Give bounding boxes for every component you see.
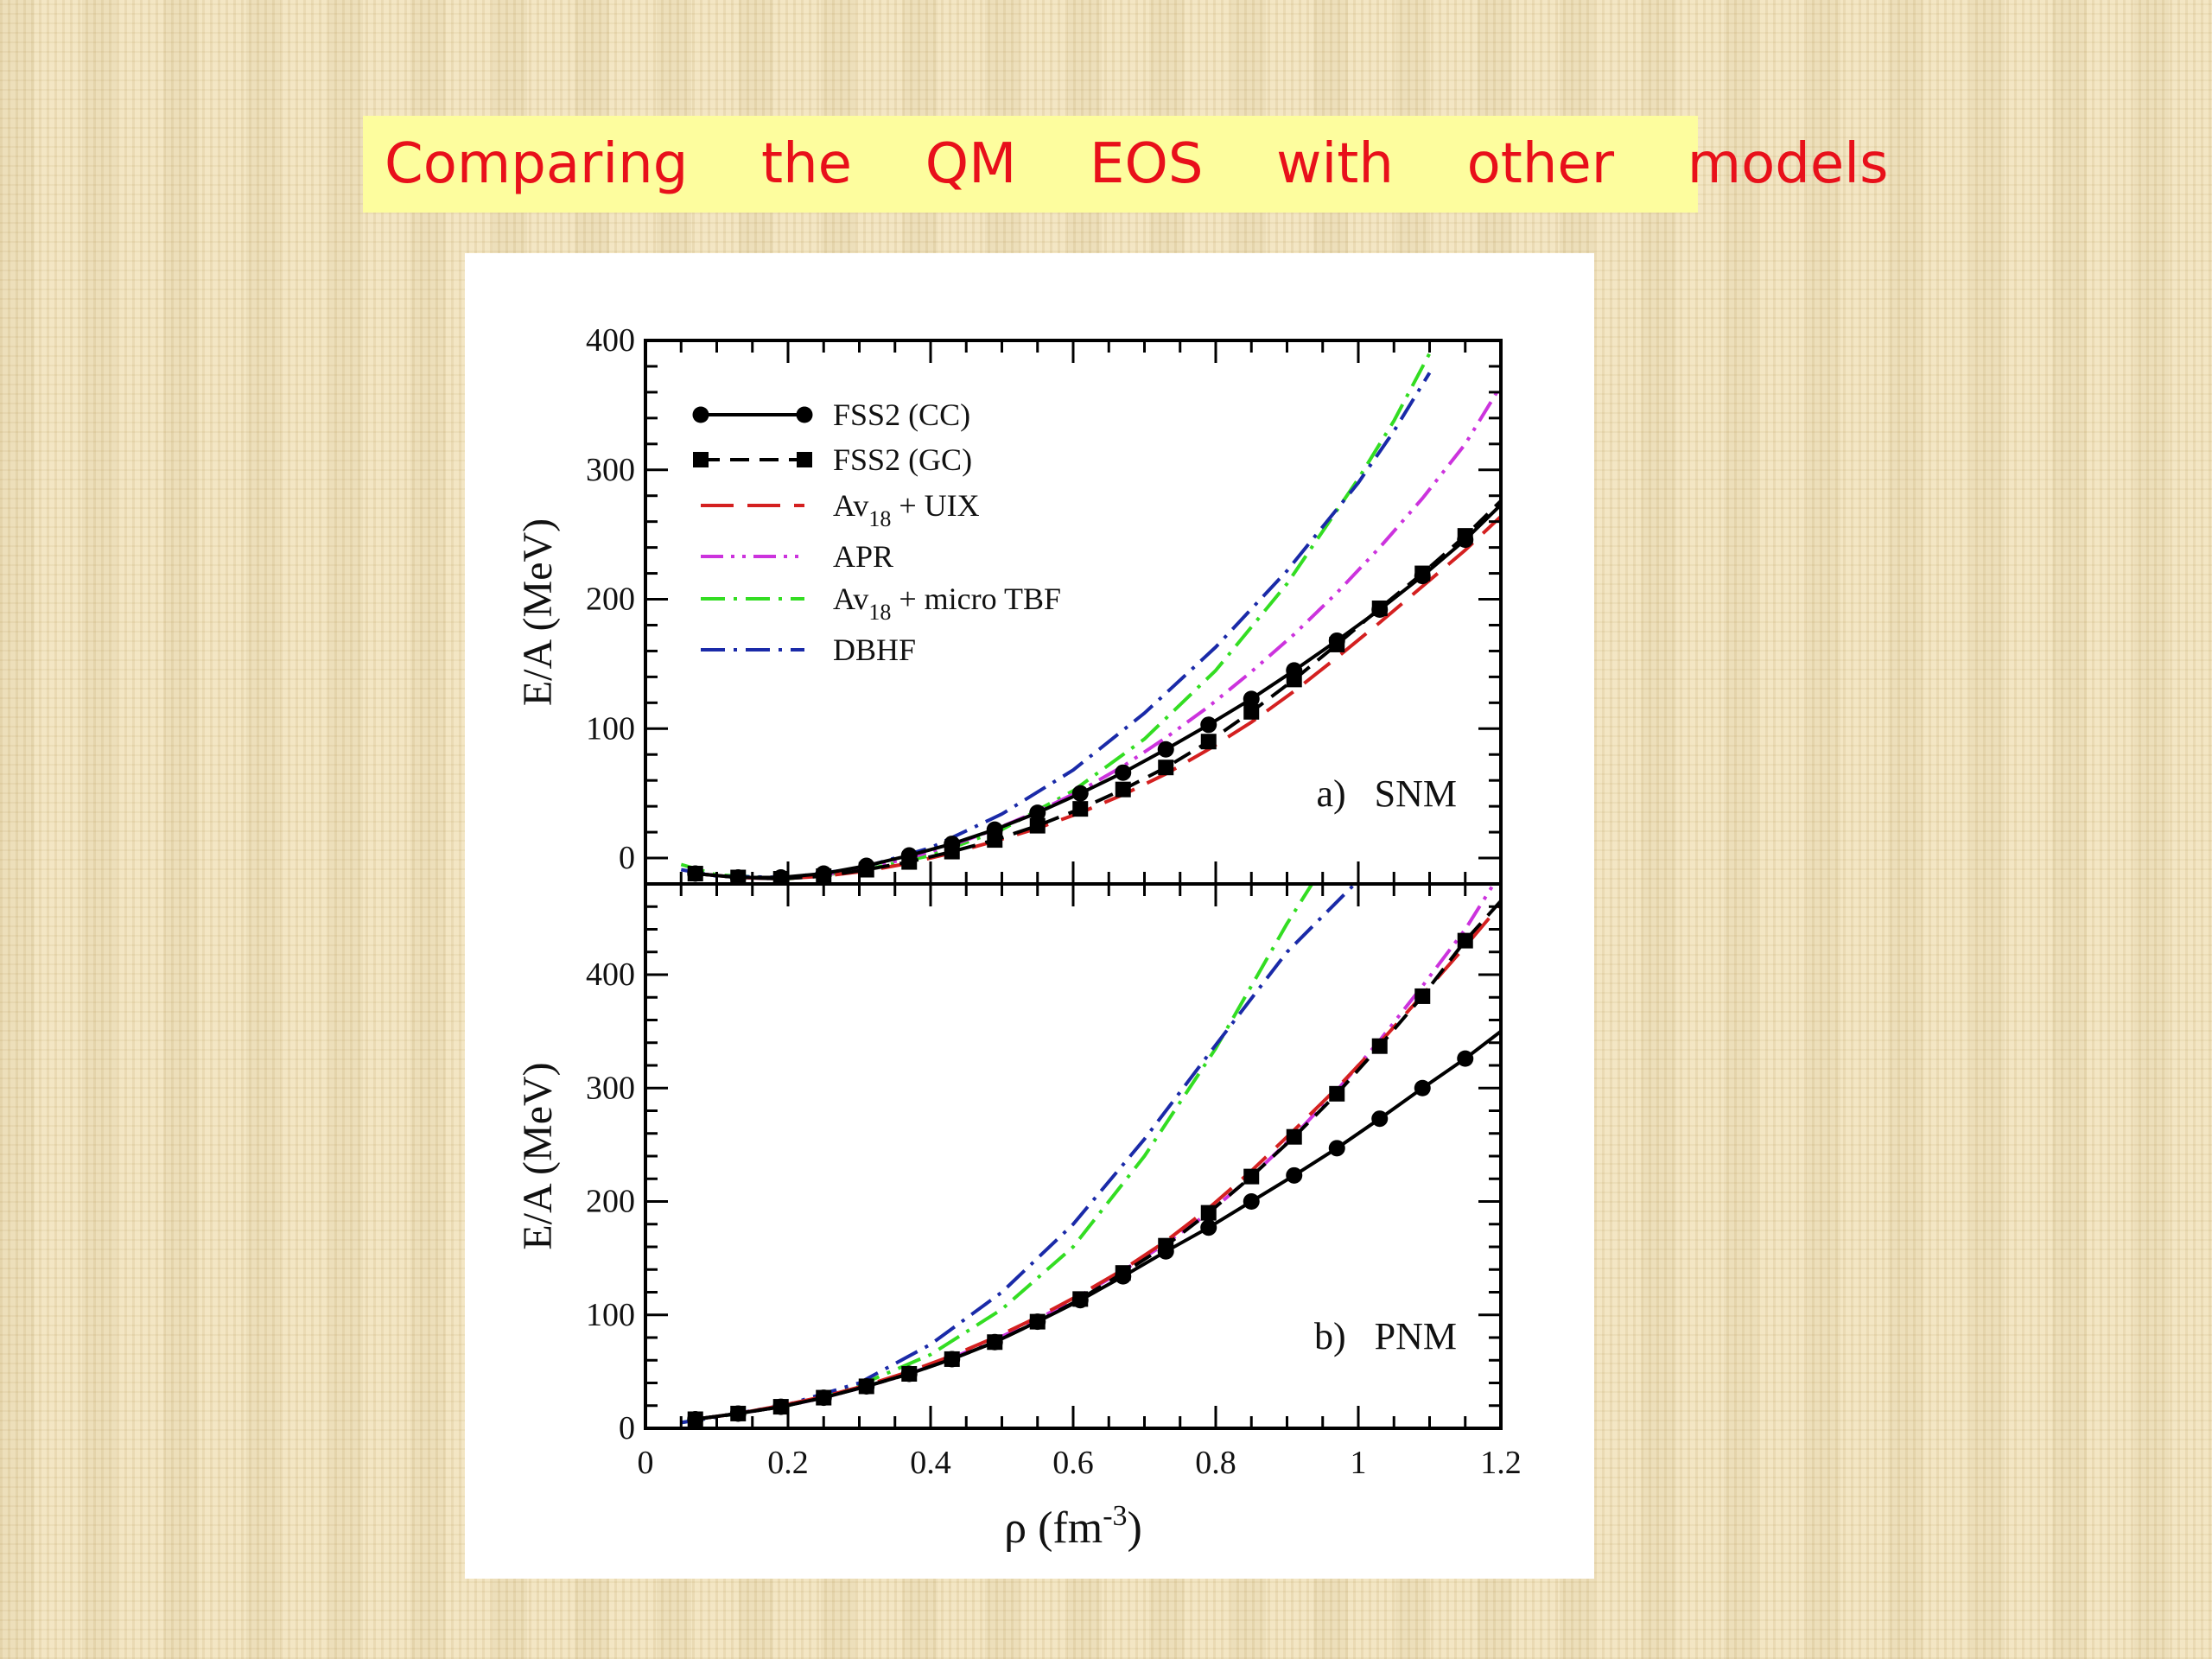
pnm-point-fss2-cc: [1071, 1292, 1089, 1309]
pnm-point-fss2-gc: [1200, 1205, 1217, 1221]
xtick-label: 1: [1351, 1445, 1367, 1481]
snm-ylabel: E/A (MeV): [515, 518, 561, 706]
pnm-point-fss2-cc: [1029, 1313, 1046, 1331]
snm-point-fss2-cc: [772, 869, 790, 884]
snm-ytick-label: 300: [586, 452, 635, 488]
snm-point-fss2-cc: [1243, 690, 1260, 708]
snm-series-av18-uix-line: [695, 515, 1501, 880]
pnm-series-av18-micro-tbf-line: [680, 884, 1314, 1425]
snm-point-fss2-cc: [687, 865, 704, 882]
pnm-point-fss2-cc: [815, 1389, 832, 1407]
legend-marker-fss2-gc: [797, 452, 812, 467]
pnm-point-fss2-cc: [772, 1398, 790, 1415]
pnm-point-fss2-cc: [687, 1411, 704, 1427]
snm-ytick-label: 200: [586, 582, 635, 618]
snm-point-fss2-cc: [1200, 716, 1217, 734]
snm-point-fss2-cc: [729, 869, 747, 884]
pnm-point-fss2-cc: [1457, 1050, 1474, 1067]
snm-point-fss2-cc: [1115, 764, 1132, 781]
pnm-point-fss2-cc: [1200, 1219, 1217, 1236]
snm-point-fss2-gc: [1029, 817, 1046, 834]
pnm-ytick-label: 400: [586, 957, 635, 993]
pnm-point-fss2-cc: [944, 1351, 961, 1368]
pnm-point-fss2-gc: [1243, 1168, 1260, 1185]
pnm-point-fss2-cc: [1243, 1193, 1260, 1210]
pnm-point-fss2-cc: [1286, 1166, 1303, 1184]
pnm-point-fss2-cc: [1115, 1268, 1132, 1285]
pnm-point-fss2-cc: [1414, 1079, 1431, 1096]
pnm-point-fss2-cc: [1328, 1140, 1345, 1157]
pnm-series-dbhf-line: [680, 884, 1357, 1425]
xtick-label: 0.4: [910, 1445, 951, 1481]
legend-label-fss2-gc: FSS2 (GC): [833, 442, 972, 477]
pnm-point-fss2-gc: [1286, 1128, 1302, 1145]
snm-series-fss2-cc-line: [695, 503, 1501, 880]
pnm-ytick-label: 300: [586, 1070, 635, 1106]
pnm-ytick-label: 200: [586, 1184, 635, 1220]
slide-title: Comparing the QM EOS with other models: [385, 132, 1889, 196]
snm-point-fss2-gc: [1115, 781, 1131, 798]
pnm-panel-label: b) PNM: [1314, 1315, 1457, 1357]
xtick-label: 0.2: [767, 1445, 809, 1481]
pnm-point-fss2-cc: [1371, 1110, 1389, 1128]
legend-label-av18-micro-tbf: Av18 + micro TBF: [833, 582, 1061, 625]
snm-point-fss2-cc: [900, 847, 918, 864]
pnm-ylabel: E/A (MeV): [515, 1062, 561, 1249]
snm-ytick-label: 400: [586, 322, 635, 359]
pnm-point-fss2-gc: [1414, 988, 1431, 1004]
snm-point-fss2-gc: [1072, 801, 1089, 817]
legend-marker-fss2-gc: [693, 452, 709, 467]
eos-figure: 0 100 200 300 400 E/A (MeV) a) SNM FSS2 (CC) FSS…: [465, 253, 1594, 1579]
snm-point-fss2-gc: [1200, 734, 1217, 750]
snm-point-fss2-cc: [1071, 785, 1089, 802]
legend-label-apr: APR: [833, 539, 893, 574]
snm-ytick-label: 100: [586, 710, 635, 747]
pnm-point-fss2-gc: [1371, 1038, 1388, 1054]
xtick-label: 0: [638, 1445, 654, 1481]
snm-point-fss2-cc: [858, 857, 875, 874]
snm-point-fss2-cc: [1371, 601, 1389, 619]
snm-ytick-label: 0: [619, 840, 635, 876]
slide-title-box: Comparing the QM EOS with other models: [363, 116, 1888, 213]
snm-series-group: [680, 353, 1501, 884]
snm-point-fss2-gc: [1243, 703, 1260, 720]
legend-label-fss2-cc: FSS2 (CC): [833, 397, 970, 432]
legend-marker-fss2-cc: [692, 406, 709, 423]
snm-point-fss2-cc: [986, 821, 1003, 838]
pnm-point-fss2-cc: [986, 1333, 1003, 1351]
snm-point-fss2-cc: [1414, 568, 1431, 585]
snm-series-fss2-gc-line: [695, 499, 1501, 880]
pnm-ytick-label: 100: [586, 1297, 635, 1333]
pnm-series-group: [680, 884, 1501, 1427]
xtick-label: 1.2: [1480, 1445, 1522, 1481]
xtick-label: 0.8: [1195, 1445, 1236, 1481]
snm-point-fss2-cc: [1328, 632, 1345, 649]
pnm-point-fss2-gc: [1457, 932, 1473, 949]
legend-label-dbhf: DBHF: [833, 632, 916, 667]
snm-point-fss2-cc: [1157, 741, 1174, 758]
snm-point-fss2-cc: [944, 836, 961, 853]
legend-label-av18-uix: Av18 + UIX: [833, 488, 980, 531]
pnm-point-fss2-cc: [858, 1377, 875, 1395]
pnm-point-fss2-gc: [1329, 1085, 1345, 1102]
snm-point-fss2-gc: [1158, 760, 1174, 776]
pnm-series-fss2-cc-line: [695, 1030, 1501, 1421]
legend-marker-fss2-cc: [796, 406, 813, 423]
xtick-label: 0.6: [1052, 1445, 1094, 1481]
pnm-point-fss2-cc: [729, 1405, 747, 1422]
pnm-point-fss2-cc: [1157, 1243, 1174, 1260]
snm-point-fss2-cc: [1286, 662, 1303, 679]
pnm-ytick-label: 0: [619, 1410, 635, 1446]
snm-point-fss2-cc: [1457, 531, 1474, 549]
snm-point-fss2-cc: [1029, 804, 1046, 822]
pnm-series-av18-uix-line: [695, 903, 1501, 1421]
xlabel: ρ (fm-3): [1004, 1500, 1142, 1553]
pnm-point-fss2-cc: [900, 1365, 918, 1382]
snm-panel-label: a) SNM: [1316, 772, 1457, 815]
